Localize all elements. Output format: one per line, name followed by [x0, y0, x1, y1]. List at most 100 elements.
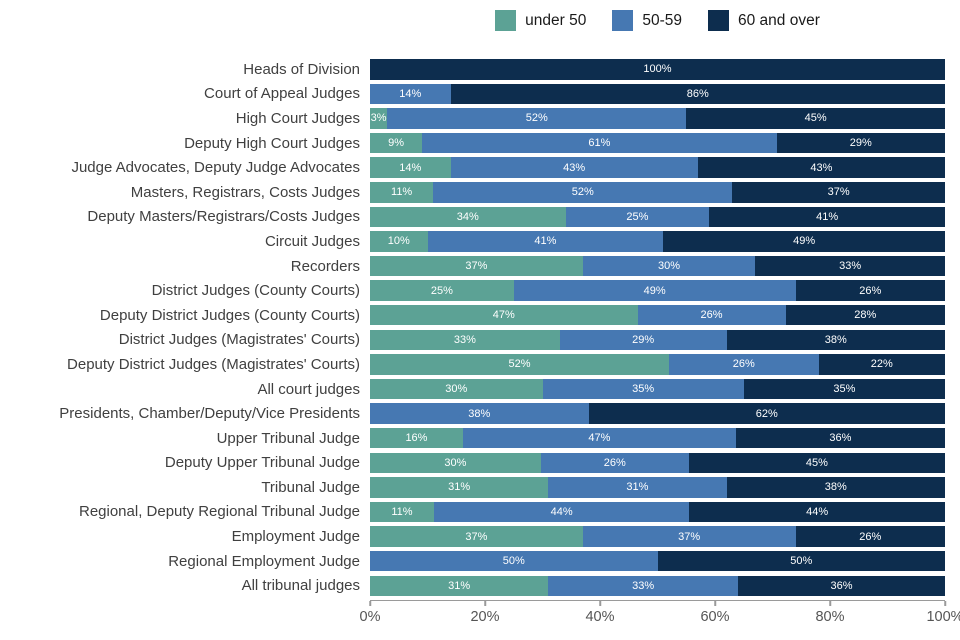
bar-track: 50% 50%	[370, 550, 945, 572]
category-label: Circuit Judges	[264, 232, 360, 250]
bar-segment: 31%	[370, 575, 549, 597]
segment-value-label: 33%	[453, 333, 476, 346]
bar-segment: 43%	[697, 157, 945, 178]
segment-value-label: 3%	[370, 112, 387, 125]
chart-row: Recorders 37% 30% 33%	[0, 254, 945, 279]
segment-value-label: 29%	[632, 333, 655, 346]
segment-value-label: 26%	[603, 456, 626, 469]
segment-value-label: 30%	[444, 456, 467, 469]
category-label: Deputy High Court Judges	[184, 134, 360, 152]
bar-segment: 25%	[370, 280, 514, 301]
segment-value-label: 38%	[824, 481, 847, 494]
bar-segment: 50%	[370, 550, 658, 572]
bar-segment: 50%	[657, 550, 945, 572]
bar-segment: 86%	[450, 83, 945, 105]
chart-row: All court judges 30% 35% 35%	[0, 377, 945, 402]
bar-segment: 31%	[370, 477, 549, 498]
category-label: Tribunal Judge	[261, 478, 360, 496]
segment-value-label: 33%	[839, 260, 862, 273]
segment-value-label: 25%	[626, 210, 649, 223]
bar-track: 30% 35% 35%	[370, 378, 945, 400]
bar-segment: 30%	[370, 378, 543, 400]
bar-segment: 14%	[370, 157, 451, 178]
bar-segment: 45%	[688, 452, 945, 474]
bar-segment: 62%	[588, 403, 945, 424]
category-label: Deputy District Judges (Magistrates' Cou…	[67, 355, 360, 373]
legend-label: 50-59	[642, 11, 682, 29]
segment-value-label: 26%	[859, 530, 882, 543]
segment-value-label: 47%	[492, 309, 515, 322]
bar-segment: 52%	[370, 354, 669, 375]
bar-segment: 35%	[542, 378, 744, 400]
bar-track: 31% 31% 38%	[370, 477, 945, 498]
segment-value-label: 43%	[563, 161, 586, 174]
legend-label: 60 and over	[737, 11, 820, 29]
chart-row: Presidents, Chamber/Deputy/Vice Presiden…	[0, 401, 945, 426]
bar-segment: 37%	[582, 526, 796, 547]
x-tick-mark	[369, 601, 371, 607]
segment-value-label: 26%	[700, 309, 723, 322]
bar-segment: 26%	[637, 304, 786, 326]
segment-value-label: 35%	[632, 383, 655, 396]
bar-track: 3% 52% 45%	[370, 108, 945, 129]
bar-segment: 11%	[370, 501, 434, 523]
bar-segment: 35%	[743, 378, 945, 400]
bar-track: 11% 52% 37%	[370, 182, 945, 203]
segment-value-label: 37%	[465, 530, 488, 543]
bar-track: 16% 47% 36%	[370, 427, 945, 449]
bar-track: 11% 44% 44%	[370, 501, 945, 523]
bar-segment: 37%	[370, 526, 583, 547]
segment-value-label: 29%	[849, 137, 872, 150]
chart-row: Masters, Registrars, Costs Judges 11% 52% 3…	[0, 180, 945, 205]
segment-value-label: 52%	[508, 358, 531, 371]
chart-row: Deputy District Judges (Magistrates' Cou…	[0, 352, 945, 377]
category-label: Court of Appeal Judges	[204, 85, 360, 103]
segment-value-label: 52%	[525, 112, 548, 125]
category-label: All court judges	[257, 380, 360, 398]
x-tick-mark	[484, 601, 486, 607]
bar-segment: 26%	[540, 452, 689, 474]
bar-track: 34% 25% 41%	[370, 206, 945, 228]
bar-segment: 29%	[776, 132, 945, 154]
bar-segment: 36%	[735, 427, 945, 449]
segment-value-label: 44%	[550, 505, 573, 518]
bar-segment: 33%	[548, 575, 738, 597]
segment-value-label: 14%	[399, 161, 422, 174]
category-label: All tribunal judges	[241, 577, 360, 595]
bar-track: 30% 26% 45%	[370, 452, 945, 474]
segment-value-label: 38%	[824, 333, 847, 346]
bar-track: 14% 86%	[370, 83, 945, 105]
x-tick-label: 60%	[700, 609, 730, 626]
bar-segment: 33%	[755, 255, 945, 277]
bar-track: 52% 26% 22%	[370, 354, 945, 375]
bar-segment: 26%	[669, 354, 819, 375]
x-tick-label: 20%	[470, 609, 500, 626]
bar-segment: 43%	[450, 157, 698, 178]
segment-value-label: 41%	[816, 210, 839, 223]
legend-swatch-icon	[707, 10, 729, 31]
segment-value-label: 31%	[626, 481, 649, 494]
category-label: Judge Advocates, Deputy Judge Advocates	[71, 159, 360, 177]
segment-value-label: 11%	[391, 505, 413, 518]
segment-value-label: 35%	[833, 383, 856, 396]
chart-row: Employment Judge 37% 37% 26%	[0, 524, 945, 549]
bar-segment: 33%	[370, 329, 560, 351]
chart-rows: Heads of Division 100% Court of Appeal Jud…	[0, 57, 945, 598]
legend-item: under 50	[495, 10, 586, 31]
bar-track: 25% 49% 26%	[370, 280, 945, 301]
segment-value-label: 47%	[588, 432, 611, 445]
bar-segment: 3%	[370, 108, 388, 129]
bar-segment: 26%	[795, 280, 945, 301]
bar-segment: 14%	[370, 83, 451, 105]
segment-value-label: 25%	[430, 284, 453, 297]
bar-track: 37% 30% 33%	[370, 255, 945, 277]
bar-segment: 30%	[582, 255, 756, 277]
bar-segment: 31%	[548, 477, 727, 498]
bar-track: 10% 41% 49%	[370, 231, 945, 252]
segment-value-label: 22%	[870, 358, 893, 371]
segment-value-label: 61%	[588, 137, 611, 150]
chart-row: District Judges (Magistrates' Courts) 33%…	[0, 328, 945, 353]
bar-track: 37% 37% 26%	[370, 526, 945, 547]
segment-value-label: 9%	[388, 137, 405, 150]
segment-value-label: 37%	[827, 186, 850, 199]
